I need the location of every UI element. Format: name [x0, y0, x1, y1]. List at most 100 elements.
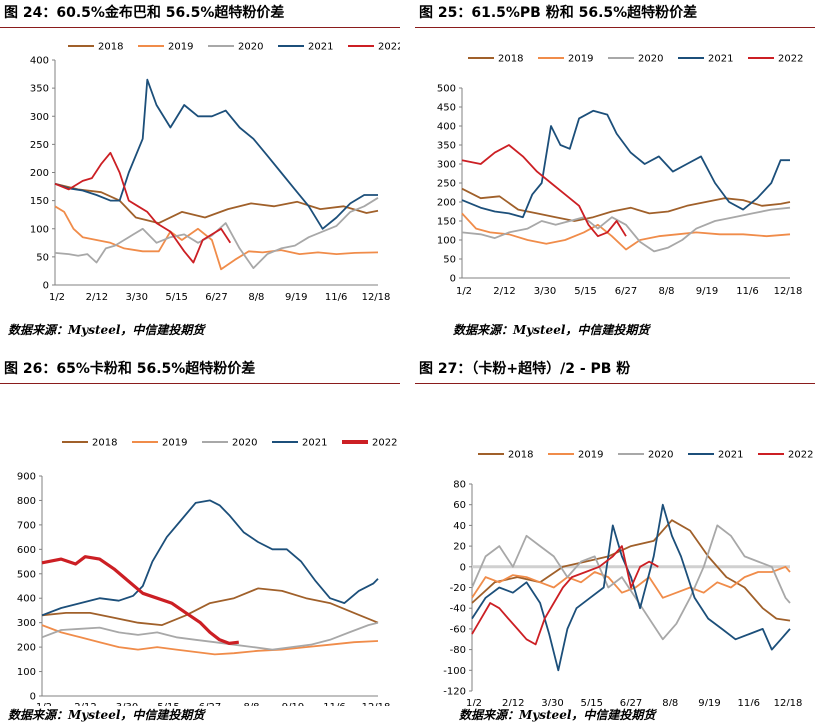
x-tick-label: 9/19	[696, 286, 718, 297]
x-tick-label: 11/6	[738, 698, 760, 706]
y-tick-label: -120	[443, 687, 466, 698]
y-tick-label: 50	[36, 252, 49, 263]
series-line-2022	[54, 151, 232, 264]
legend-label-2020: 2020	[232, 438, 257, 449]
chart-fig24: 0 50 100 150 200 250 300 350 400 1/2 2/12 3/30 5/15 6…	[30, 42, 400, 304]
legend-label-2020: 2020	[638, 54, 663, 65]
legend-label-2018: 2018	[98, 42, 123, 53]
y-tick-label: 300	[17, 618, 36, 629]
series-line-2022	[461, 144, 627, 238]
series-line-2019	[54, 205, 379, 271]
y-tick-label: 400	[17, 594, 36, 605]
series-line-2018	[461, 187, 791, 222]
legend-label-2020: 2020	[238, 42, 263, 53]
y-tick-label: 100	[17, 667, 36, 678]
x-tick-label: 1/2	[49, 292, 65, 303]
y-tick-label: 20	[453, 542, 466, 553]
y-tick-label: 900	[17, 472, 36, 483]
x-tick-label: 11/6	[736, 286, 758, 297]
x-tick-label: 2/12	[86, 292, 108, 303]
figure-title: 图 24：60.5%金布巴和 56.5%超特粉价差	[0, 0, 400, 28]
series-line-2020	[461, 206, 791, 253]
x-tick-label: 1/2	[466, 698, 482, 706]
legend-label-2019: 2019	[168, 42, 193, 53]
legend-label-2018: 2018	[498, 54, 523, 65]
x-tick-label: 8/8	[658, 286, 674, 297]
legend-label-2022: 2022	[778, 54, 803, 65]
figure-title: 图 25：61.5%PB 粉和 56.5%超特粉价差	[415, 0, 815, 28]
legend-label-2021: 2021	[302, 438, 327, 449]
y-tick-label: 100	[437, 236, 456, 247]
source-note: 数据来源：Mysteel，中信建投期货	[8, 323, 205, 337]
y-tick-label: 450	[437, 103, 456, 114]
y-tick-label: 700	[17, 520, 36, 531]
series-line-2022	[41, 555, 239, 645]
x-tick-label: 2/12	[502, 698, 524, 706]
legend-label-2019: 2019	[578, 450, 603, 461]
x-tick-label: 2/12	[493, 286, 515, 297]
y-tick-label: -40	[450, 604, 466, 615]
series-line-2021	[41, 499, 379, 617]
figure-title: 图 26：65%卡粉和 56.5%超特粉价差	[0, 356, 400, 384]
legend-label-2020: 2020	[648, 450, 673, 461]
x-tick-label: 6/27	[205, 292, 227, 303]
y-tick-label: 600	[17, 545, 36, 556]
panel-fig26: 图 26：65%卡粉和 56.5%超特粉价差 0 100 200 300 400 500 6…	[0, 356, 400, 724]
series-line-2018	[54, 182, 379, 224]
x-tick-label: 6/27	[615, 286, 637, 297]
y-tick-label: 0	[43, 281, 49, 292]
y-tick-label: 0	[30, 692, 36, 703]
series-line-2020	[41, 621, 379, 651]
series-line-2018	[41, 587, 379, 626]
legend-label-2022: 2022	[372, 438, 397, 449]
legend-label-2022: 2022	[378, 42, 400, 53]
chart-fig27: -120 -100 -80 -60 -40 -20 0 20 40 60 80 1/2 2/12 3/30…	[443, 450, 813, 707]
panel-fig24: 图 24：60.5%金布巴和 56.5%超特粉价差 0 50 100 150 200 25…	[0, 0, 400, 360]
y-tick-label: 300	[437, 160, 456, 171]
y-tick-label: 200	[30, 168, 49, 179]
x-tick-label: 5/15	[157, 702, 179, 706]
x-tick-label: 12/18	[774, 286, 803, 297]
x-tick-label: 8/8	[248, 292, 264, 303]
legend-label-2021: 2021	[718, 450, 743, 461]
legend-label-2019: 2019	[568, 54, 593, 65]
x-tick-label: 9/19	[285, 292, 307, 303]
legend-label-2019: 2019	[162, 438, 187, 449]
x-tick-label: 5/15	[574, 286, 596, 297]
y-tick-label: 0	[460, 562, 466, 573]
y-tick-label: 60	[453, 500, 466, 511]
y-tick-label: 500	[437, 84, 456, 95]
source-note: 数据来源：Mysteel，中信建投期货	[459, 708, 656, 722]
y-tick-label: 800	[17, 496, 36, 507]
y-tick-label: 50	[443, 255, 456, 266]
x-tick-label: 12/18	[362, 702, 391, 706]
y-tick-label: -20	[450, 583, 466, 594]
series-line-2019	[41, 624, 379, 656]
y-tick-label: 150	[437, 217, 456, 228]
y-tick-label: 400	[437, 122, 456, 133]
y-tick-label: 500	[17, 569, 36, 580]
y-tick-label: -60	[450, 624, 466, 635]
y-tick-label: 250	[30, 140, 49, 151]
y-tick-label: 150	[30, 196, 49, 207]
series-line-2021	[461, 109, 790, 219]
series-line-2020	[54, 197, 379, 269]
legend-label-2018: 2018	[92, 438, 117, 449]
y-tick-label: 0	[450, 274, 456, 285]
panel-fig27: 图 27：（卡粉+超特）/2 - PB 粉 -120 -100 -80 -60 -40-…	[415, 356, 815, 724]
series-line-2019	[471, 565, 791, 599]
series-line-2020	[471, 524, 791, 641]
x-tick-label: 3/30	[534, 286, 556, 297]
panel-fig25: 图 25：61.5%PB 粉和 56.5%超特粉价差 0 50 100 150 200 2…	[415, 0, 815, 360]
x-tick-label: 6/27	[199, 702, 221, 706]
x-tick-label: 3/30	[126, 292, 148, 303]
y-tick-label: 350	[437, 141, 456, 152]
y-tick-label: 200	[17, 643, 36, 654]
x-tick-label: 9/19	[698, 698, 720, 706]
x-tick-label: 5/15	[165, 292, 187, 303]
x-tick-label: 3/30	[541, 698, 563, 706]
x-tick-label: 11/6	[325, 292, 347, 303]
series-line-2021	[54, 78, 378, 230]
figure-title: 图 27：（卡粉+超特）/2 - PB 粉	[415, 356, 815, 384]
x-tick-label: 6/27	[620, 698, 642, 706]
